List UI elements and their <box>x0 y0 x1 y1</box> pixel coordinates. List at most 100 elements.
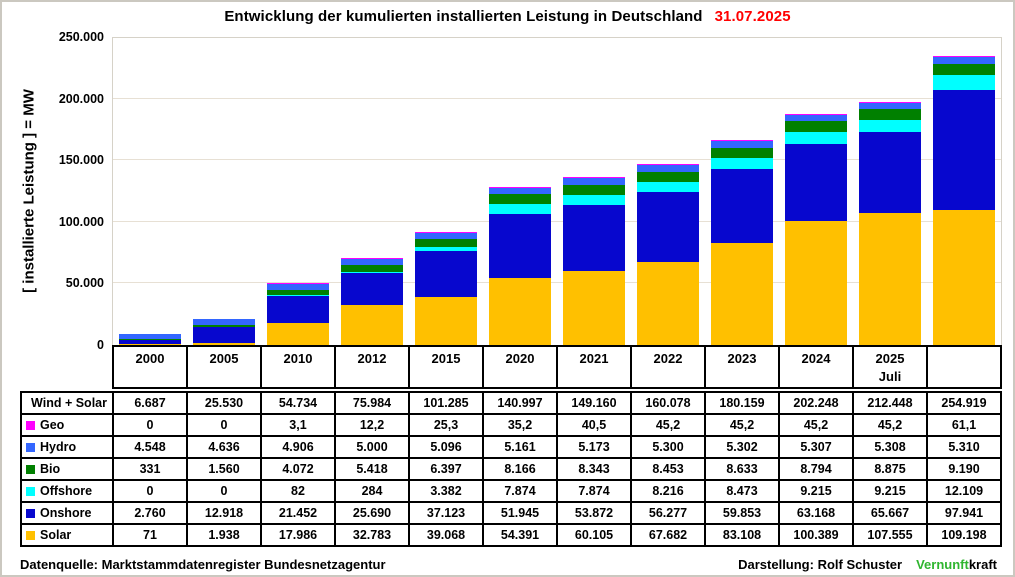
credit-note: Darstellung: Rolf Schuster Vernunftkraft <box>738 557 997 572</box>
bar-segment-solar <box>858 212 922 345</box>
value-cell: 8.166 <box>482 457 558 481</box>
bar-segment-offshore <box>858 120 922 132</box>
bar-segment-hydro <box>414 232 478 240</box>
table-row-geo: Geo 0 0 3,1 12,2 25,3 35,2 40,5 45,2 45,2 45,2 45,2… <box>20 413 1002 437</box>
y-axis-title: [ installierte Leistung ] = MW <box>20 89 38 293</box>
bar-segment-hydro <box>932 57 996 64</box>
value-cell: 8.453 <box>630 457 706 481</box>
bar-segment-solar <box>340 304 404 345</box>
value-cell: 71 <box>112 523 188 547</box>
value-cell: 180.159 <box>704 391 780 415</box>
value-cell: 2.760 <box>112 501 188 525</box>
stacked-bar <box>266 283 330 345</box>
value-cell: 149.160 <box>556 391 632 415</box>
year-header-cell: 2023 <box>704 345 780 389</box>
year-header-cell: 2010 <box>260 345 336 389</box>
bar-segment-bio <box>858 109 922 121</box>
value-cell: 63.168 <box>778 501 854 525</box>
bar-column-2025 Juli <box>853 38 927 345</box>
bar-segment-onshore <box>192 326 256 343</box>
bar-column-last <box>927 38 1001 345</box>
bar-segment-bio <box>340 265 404 272</box>
value-cell: 202.248 <box>778 391 854 415</box>
bar-segment-hydro <box>192 319 256 325</box>
bar-segment-bio <box>562 184 626 195</box>
bar-segment-offshore <box>932 74 996 90</box>
bar-segment-onshore <box>118 340 182 344</box>
stacked-bar <box>636 164 700 345</box>
legend-chip-offshore <box>26 487 35 496</box>
value-cell: 5.310 <box>926 435 1002 459</box>
table-row-solar: Solar 71 1.938 17.986 32.783 39.068 54.391 60.1… <box>20 523 1002 547</box>
value-cell: 7.874 <box>556 479 632 503</box>
bar-segment-solar <box>562 270 626 345</box>
bar-column-2000 <box>113 38 187 345</box>
value-cell: 17.986 <box>260 523 336 547</box>
value-cell: 12.109 <box>926 479 1002 503</box>
year-header-row: 2000 2005 2010 2012 2015 2020 2021 2022 2023 2024… <box>112 345 1002 389</box>
bar-segment-solar <box>784 221 848 345</box>
value-cell: 0 <box>186 413 262 437</box>
year-header-cell: 2000 <box>112 345 188 389</box>
value-cell: 100.389 <box>778 523 854 547</box>
value-cell: 6.687 <box>112 391 188 415</box>
legend-chip-hydro <box>26 443 35 452</box>
value-cell: 53.872 <box>556 501 632 525</box>
bar-column-2012 <box>335 38 409 345</box>
bar-segment-geo <box>340 257 404 259</box>
value-cell: 4.906 <box>260 435 336 459</box>
bar-segment-onshore <box>266 296 330 323</box>
value-cell: 5.308 <box>852 435 928 459</box>
value-cell: 4.636 <box>186 435 262 459</box>
y-tick-label: 50.000 <box>65 276 104 291</box>
value-cell: 9.215 <box>852 479 928 503</box>
gridline <box>113 159 1001 161</box>
value-cell: 54.734 <box>260 391 336 415</box>
value-cell: 109.198 <box>926 523 1002 547</box>
legend-chip-bio <box>26 465 35 474</box>
bar-segment-onshore <box>488 214 552 278</box>
data-table: Wind + Solar 6.687 25.530 54.734 75.984 101.2… <box>20 391 1002 547</box>
stacked-bar <box>488 186 552 345</box>
bar-column-2024 <box>779 38 853 345</box>
bar-segment-solar <box>266 322 330 345</box>
gridline <box>113 220 1001 222</box>
value-cell: 8.633 <box>704 457 780 481</box>
bar-segment-geo <box>784 113 848 115</box>
bar-segment-offshore <box>562 194 626 205</box>
bar-segment-onshore <box>340 272 404 305</box>
gridline <box>113 282 1001 284</box>
plot-area <box>112 37 1002 345</box>
stacked-bar <box>710 140 774 345</box>
value-cell: 51.945 <box>482 501 558 525</box>
bar-segment-offshore <box>636 182 700 193</box>
bar-segment-hydro <box>266 284 330 291</box>
bar-column-2020 <box>483 38 557 345</box>
bar-segment-hydro <box>858 102 922 110</box>
row-label: Onshore <box>20 501 114 525</box>
legend-chip-solar <box>26 531 35 540</box>
bar-segment-hydro <box>784 114 848 122</box>
value-cell: 5.173 <box>556 435 632 459</box>
row-label: Wind + Solar <box>20 391 114 415</box>
chart-title: Entwicklung der kumulierten installierte… <box>2 8 1013 25</box>
value-cell: 1.938 <box>186 523 262 547</box>
value-cell: 12.918 <box>186 501 262 525</box>
value-cell: 97.941 <box>926 501 1002 525</box>
bar-segment-onshore <box>414 251 478 297</box>
value-cell: 54.391 <box>482 523 558 547</box>
bar-segment-offshore <box>340 271 404 273</box>
value-cell: 101.285 <box>408 391 484 415</box>
value-cell: 12,2 <box>334 413 410 437</box>
value-cell: 8.473 <box>704 479 780 503</box>
value-cell: 25.530 <box>186 391 262 415</box>
value-cell: 6.397 <box>408 457 484 481</box>
value-cell: 5.418 <box>334 457 410 481</box>
bar-column-2021 <box>557 38 631 345</box>
value-cell: 5.302 <box>704 435 780 459</box>
value-cell: 56.277 <box>630 501 706 525</box>
y-tick-label: 200.000 <box>58 91 104 106</box>
value-cell: 25.690 <box>334 501 410 525</box>
table-row-wind-solar: Wind + Solar 6.687 25.530 54.734 75.984 101.2… <box>20 391 1002 415</box>
value-cell: 107.555 <box>852 523 928 547</box>
